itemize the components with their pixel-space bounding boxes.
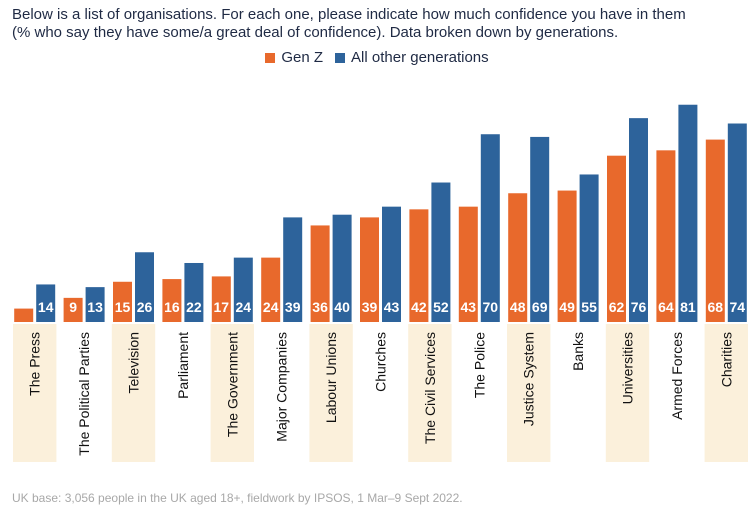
data-label-all-other-generations-justice-system: 69	[532, 299, 548, 315]
x-tick-label-universities: Universities	[620, 332, 636, 404]
data-label-gen-z-banks: 49	[559, 299, 575, 315]
data-label-all-other-generations-charities: 74	[730, 299, 746, 315]
data-label-all-other-generations-the-police: 70	[483, 299, 499, 315]
legend-label-other-generations: All other generations	[351, 49, 489, 66]
x-tick-label-banks: Banks	[570, 332, 586, 371]
chart-legend: Gen Z All other generations	[0, 49, 754, 66]
bar-gen-z-parliament	[162, 279, 182, 322]
x-tick-label-the-police: The Police	[471, 332, 487, 398]
bar-gen-z-justice-system	[508, 193, 528, 322]
bar-all-other-generations-justice-system	[530, 136, 550, 322]
x-tick-label-parliament: Parliament	[175, 332, 191, 399]
x-tick-label-charities: Charities	[718, 332, 734, 387]
x-tick-label-armed-forces: Armed Forces	[669, 332, 685, 420]
bar-all-other-generations-armed-forces	[678, 104, 698, 323]
bar-gen-z-charities	[705, 139, 725, 322]
legend-swatch-gen-z	[265, 52, 276, 63]
bar-all-other-generations-churches	[382, 206, 401, 322]
category-band-justice-system	[507, 324, 551, 462]
legend-swatch-other-generations	[335, 52, 346, 63]
bar-gen-z-the-press	[14, 308, 34, 322]
x-tick-label-churches: Churches	[373, 332, 389, 392]
x-tick-label-the-press: The Press	[27, 332, 43, 396]
data-label-gen-z-major-companies: 24	[263, 299, 279, 315]
data-label-all-other-generations-universities: 76	[631, 299, 647, 315]
x-tick-label-the-government: The Government	[224, 332, 240, 437]
bar-gen-z-labour-unions	[310, 225, 330, 322]
x-tick-label-the-civil-services: The Civil Services	[422, 332, 438, 444]
bar-all-other-generations-the-political-parties	[85, 287, 105, 322]
bar-gen-z-armed-forces	[656, 150, 676, 322]
x-tick-label-justice-system: Justice System	[521, 332, 537, 426]
data-label-all-other-generations-the-press: 14	[38, 299, 54, 315]
bar-gen-z-major-companies	[261, 257, 281, 322]
data-label-gen-z-television: 15	[115, 299, 131, 315]
bar-all-other-generations-the-police	[480, 134, 500, 322]
data-label-gen-z-the-political-parties: 9	[69, 299, 77, 315]
data-label-gen-z-the-civil-services: 42	[411, 299, 427, 315]
bar-all-other-generations-the-civil-services	[431, 182, 451, 322]
data-label-gen-z-armed-forces: 64	[658, 299, 674, 315]
data-label-gen-z-labour-unions: 36	[312, 299, 328, 315]
category-band-universities	[605, 324, 650, 462]
footnote: UK base: 3,056 people in the UK aged 18+…	[12, 491, 463, 505]
legend-item-gen-z: Gen Z	[265, 49, 323, 66]
data-label-gen-z-charities: 68	[708, 299, 724, 315]
bar-all-other-generations-banks	[579, 174, 599, 322]
data-label-gen-z-the-government: 17	[214, 299, 230, 315]
chart-title-line-2: (% who say they have some/a great deal o…	[12, 24, 619, 41]
data-label-gen-z-parliament: 16	[164, 299, 180, 315]
bar-all-other-generations-television	[135, 252, 154, 322]
x-tick-label-labour-unions: Labour Unions	[323, 332, 339, 423]
data-label-all-other-generations-major-companies: 39	[285, 299, 301, 315]
legend-label-gen-z: Gen Z	[281, 49, 324, 66]
bar-gen-z-the-government	[211, 276, 231, 322]
category-band-the-government	[210, 324, 254, 462]
bar-all-other-generations-universities	[629, 118, 648, 322]
category-band-television	[111, 324, 156, 462]
data-label-all-other-generations-the-government: 24	[236, 299, 252, 315]
chart-title: Below is a list of organisations. For ea…	[12, 6, 752, 42]
bar-gen-z-banks	[557, 190, 577, 322]
category-band-labour-unions	[309, 324, 353, 462]
data-label-all-other-generations-parliament: 22	[186, 299, 202, 315]
bar-gen-z-universities	[607, 155, 626, 322]
bar-all-other-generations-charities	[727, 123, 747, 322]
bar-gen-z-the-civil-services	[409, 209, 429, 322]
data-label-gen-z-justice-system: 48	[510, 299, 526, 315]
bar-all-other-generations-parliament	[184, 262, 204, 322]
chart-title-line-1: Below is a list of organisations. For ea…	[12, 6, 686, 23]
x-tick-label-major-companies: Major Companies	[274, 332, 290, 442]
bar-all-other-generations-major-companies	[283, 217, 303, 322]
x-tick-label-the-political-parties: The Political Parties	[76, 332, 92, 456]
category-band-charities	[704, 324, 748, 462]
bar-all-other-generations-labour-unions	[332, 214, 352, 322]
data-label-all-other-generations-the-civil-services: 52	[433, 299, 449, 315]
bar-gen-z-the-police	[458, 206, 478, 322]
bar-gen-z-television	[113, 281, 132, 322]
data-label-all-other-generations-television: 26	[137, 299, 153, 315]
x-tick-label-television: Television	[126, 332, 142, 393]
data-label-all-other-generations-labour-unions: 40	[334, 299, 350, 315]
category-band-the-civil-services	[408, 324, 452, 462]
data-label-all-other-generations-the-political-parties: 13	[87, 299, 103, 315]
bar-gen-z-churches	[360, 217, 379, 322]
bar-gen-z-the-political-parties	[63, 297, 83, 322]
data-label-all-other-generations-armed-forces: 81	[680, 299, 696, 315]
data-label-all-other-generations-banks: 55	[581, 299, 597, 315]
data-label-gen-z-universities: 62	[609, 299, 625, 315]
category-band-the-press	[13, 324, 57, 462]
bar-all-other-generations-the-government	[233, 257, 253, 322]
data-label-gen-z-churches: 39	[362, 299, 378, 315]
data-label-all-other-generations-churches: 43	[384, 299, 400, 315]
legend-item-other-generations: All other generations	[335, 49, 489, 66]
bar-all-other-generations-the-press	[36, 284, 56, 322]
data-label-gen-z-the-police: 43	[461, 299, 477, 315]
